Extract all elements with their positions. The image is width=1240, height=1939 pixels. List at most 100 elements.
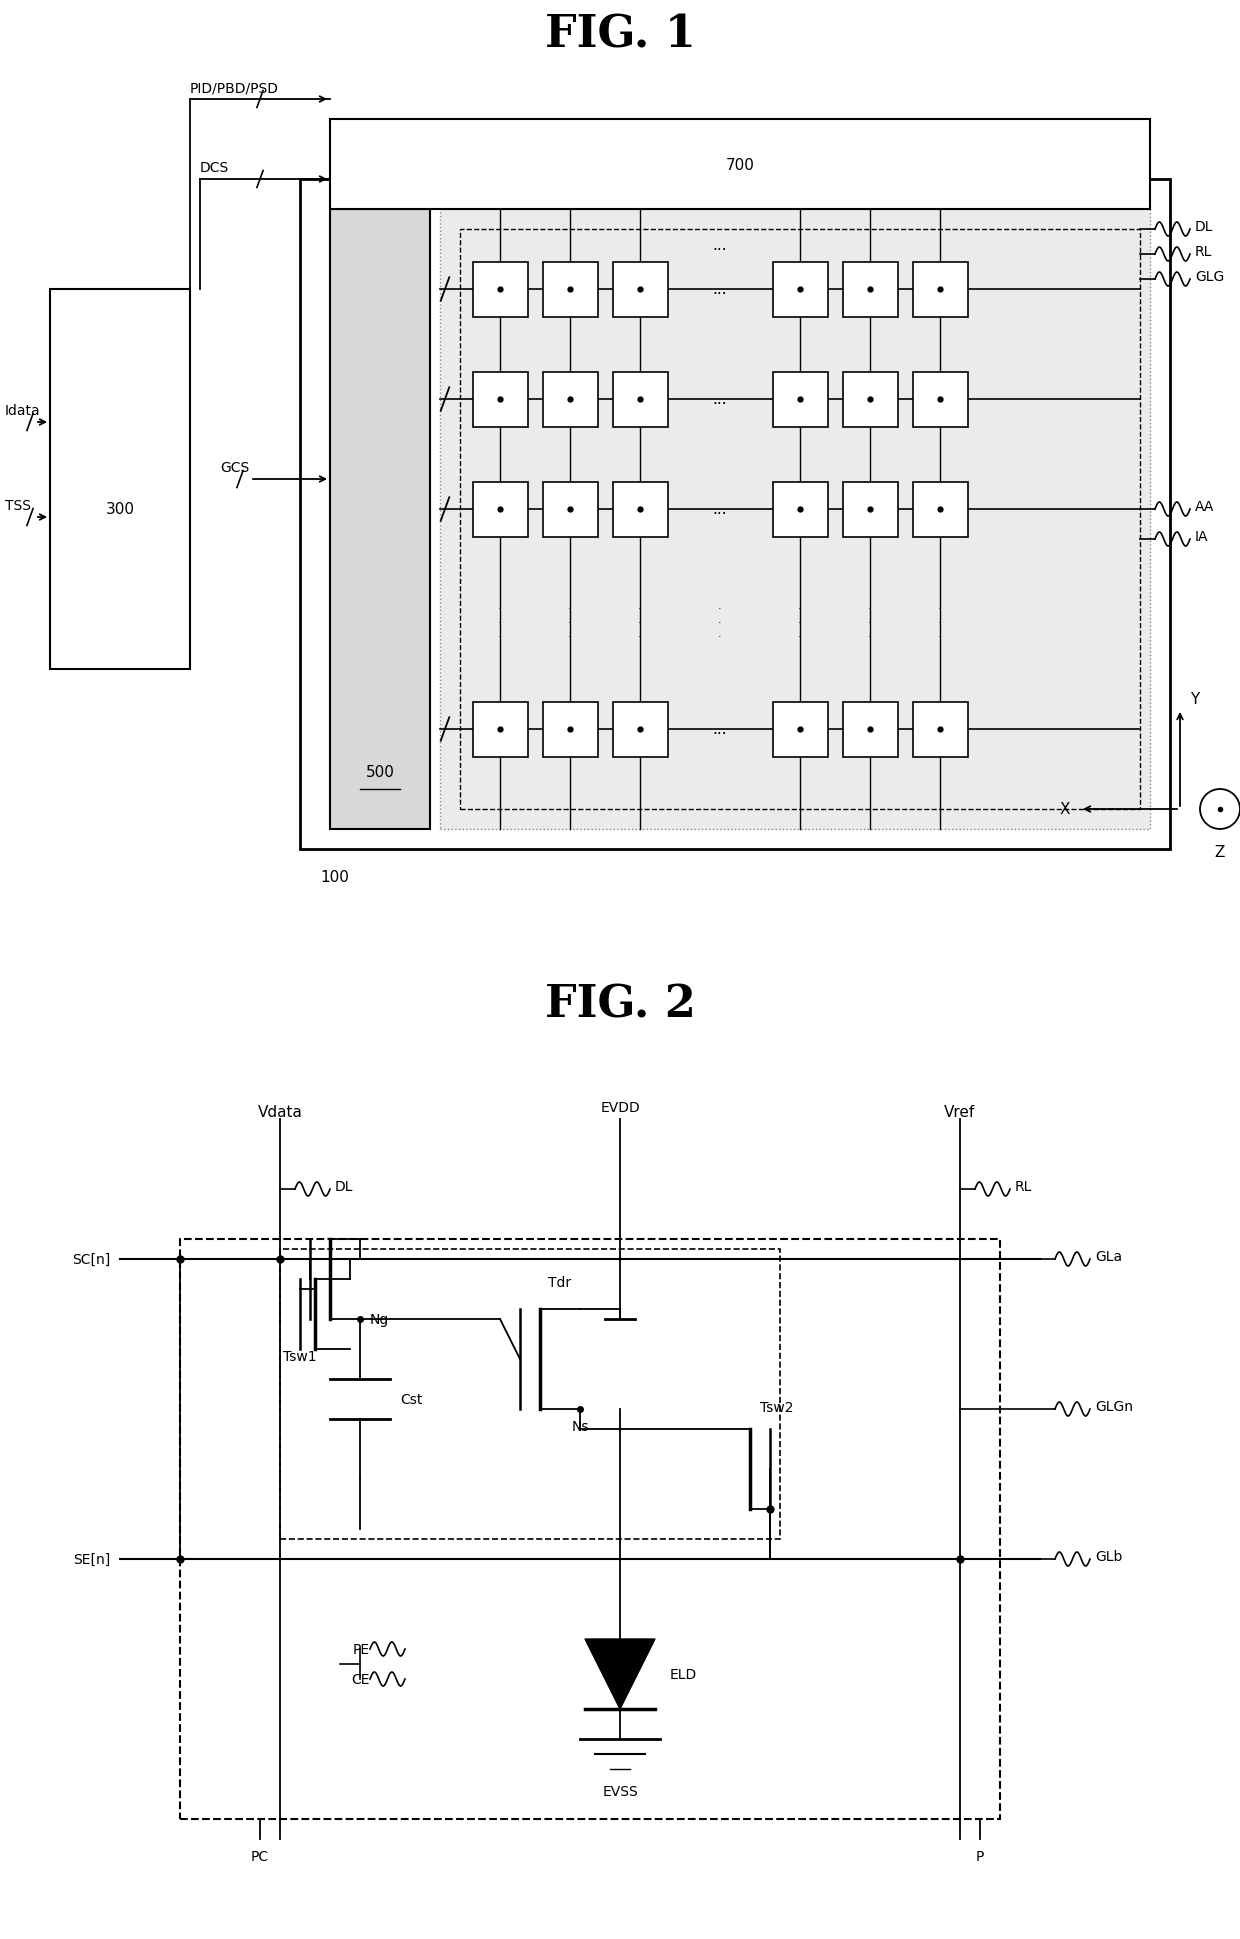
Text: RL: RL <box>1195 244 1213 260</box>
Text: GLGn: GLGn <box>1095 1400 1133 1414</box>
Text: ...: ... <box>713 502 728 518</box>
Text: Idata: Idata <box>5 403 41 417</box>
Text: P: P <box>866 502 874 516</box>
Text: IA: IA <box>1195 529 1209 543</box>
Text: P: P <box>496 723 505 737</box>
Text: P: P <box>565 394 574 407</box>
Text: .
.
.: . . . <box>498 601 502 638</box>
Bar <box>613 483 667 537</box>
Bar <box>913 702 967 756</box>
Bar <box>913 483 967 537</box>
Text: PC: PC <box>250 1850 269 1863</box>
Text: P: P <box>496 394 505 407</box>
Bar <box>543 483 598 537</box>
Text: P: P <box>565 502 574 516</box>
Text: FIG. 1: FIG. 1 <box>544 14 696 56</box>
Text: FIG. 2: FIG. 2 <box>544 983 696 1026</box>
Bar <box>613 262 667 318</box>
Text: 700: 700 <box>725 157 754 173</box>
Bar <box>913 262 967 318</box>
Text: CE: CE <box>351 1671 370 1687</box>
Text: GCS: GCS <box>219 461 249 475</box>
Bar <box>543 372 598 427</box>
Bar <box>842 483 898 537</box>
Bar <box>280 1249 780 1540</box>
Text: AA: AA <box>1195 500 1214 514</box>
Text: SE[n]: SE[n] <box>73 1553 110 1567</box>
Text: .
.
.: . . . <box>718 601 722 638</box>
Bar <box>300 180 1171 849</box>
Bar <box>460 231 1140 811</box>
Text: Ng: Ng <box>370 1313 389 1326</box>
Text: P: P <box>976 1850 985 1863</box>
Bar <box>842 262 898 318</box>
Text: ELD: ELD <box>670 1668 697 1681</box>
Text: Tdr: Tdr <box>548 1276 572 1289</box>
Bar <box>330 120 1149 209</box>
Text: P: P <box>565 283 574 297</box>
Text: P: P <box>866 394 874 407</box>
Text: .
.
.: . . . <box>868 601 872 638</box>
Text: P: P <box>796 394 805 407</box>
Text: PE: PE <box>353 1642 370 1656</box>
Bar <box>330 209 430 830</box>
Bar <box>472 262 527 318</box>
Text: Vref: Vref <box>945 1105 976 1119</box>
Text: P: P <box>936 283 944 297</box>
Text: P: P <box>936 723 944 737</box>
Text: P: P <box>796 283 805 297</box>
Text: Y: Y <box>1190 692 1199 708</box>
Text: EVDD: EVDD <box>600 1101 640 1115</box>
Bar <box>472 372 527 427</box>
Text: Tsw2: Tsw2 <box>760 1400 794 1414</box>
Text: GLG: GLG <box>1195 270 1224 283</box>
Bar <box>440 209 1149 830</box>
Text: P: P <box>565 723 574 737</box>
Text: P: P <box>936 394 944 407</box>
Bar <box>543 262 598 318</box>
Text: ...: ... <box>713 283 728 297</box>
Text: SC[n]: SC[n] <box>72 1253 110 1266</box>
Text: ...: ... <box>713 721 728 737</box>
Bar <box>773 372 827 427</box>
Bar <box>913 372 967 427</box>
Text: Tsw1: Tsw1 <box>283 1350 316 1363</box>
Text: EVSS: EVSS <box>603 1784 637 1797</box>
Text: DCS: DCS <box>200 161 229 175</box>
Text: .
.
.: . . . <box>939 601 942 638</box>
Text: DL: DL <box>1195 219 1214 235</box>
Text: P: P <box>636 502 645 516</box>
Text: ...: ... <box>713 237 728 252</box>
Bar <box>773 702 827 756</box>
Bar <box>842 702 898 756</box>
Text: .
.
.: . . . <box>799 601 802 638</box>
Bar <box>50 289 190 669</box>
Text: P: P <box>496 502 505 516</box>
Text: TSS: TSS <box>5 498 31 512</box>
Text: Z: Z <box>1215 845 1225 859</box>
Text: Cst: Cst <box>401 1392 423 1406</box>
Bar <box>613 372 667 427</box>
Text: GLb: GLb <box>1095 1549 1122 1563</box>
Bar <box>180 1239 999 1819</box>
Text: 100: 100 <box>320 869 348 884</box>
Text: RL: RL <box>1016 1179 1033 1192</box>
Text: 500: 500 <box>366 764 394 779</box>
Bar <box>472 702 527 756</box>
Text: PID/PBD/PSD: PID/PBD/PSD <box>190 81 279 95</box>
Text: .
.
.: . . . <box>568 601 572 638</box>
Text: .
.
.: . . . <box>639 601 642 638</box>
Text: 300: 300 <box>105 502 134 518</box>
Text: P: P <box>636 394 645 407</box>
Bar <box>543 702 598 756</box>
Bar <box>472 483 527 537</box>
Text: P: P <box>796 502 805 516</box>
Text: P: P <box>636 723 645 737</box>
Text: P: P <box>866 283 874 297</box>
Text: ...: ... <box>713 392 728 407</box>
Text: P: P <box>636 283 645 297</box>
Bar <box>613 702 667 756</box>
Text: P: P <box>936 502 944 516</box>
Text: X: X <box>1059 803 1070 816</box>
Text: P: P <box>496 283 505 297</box>
